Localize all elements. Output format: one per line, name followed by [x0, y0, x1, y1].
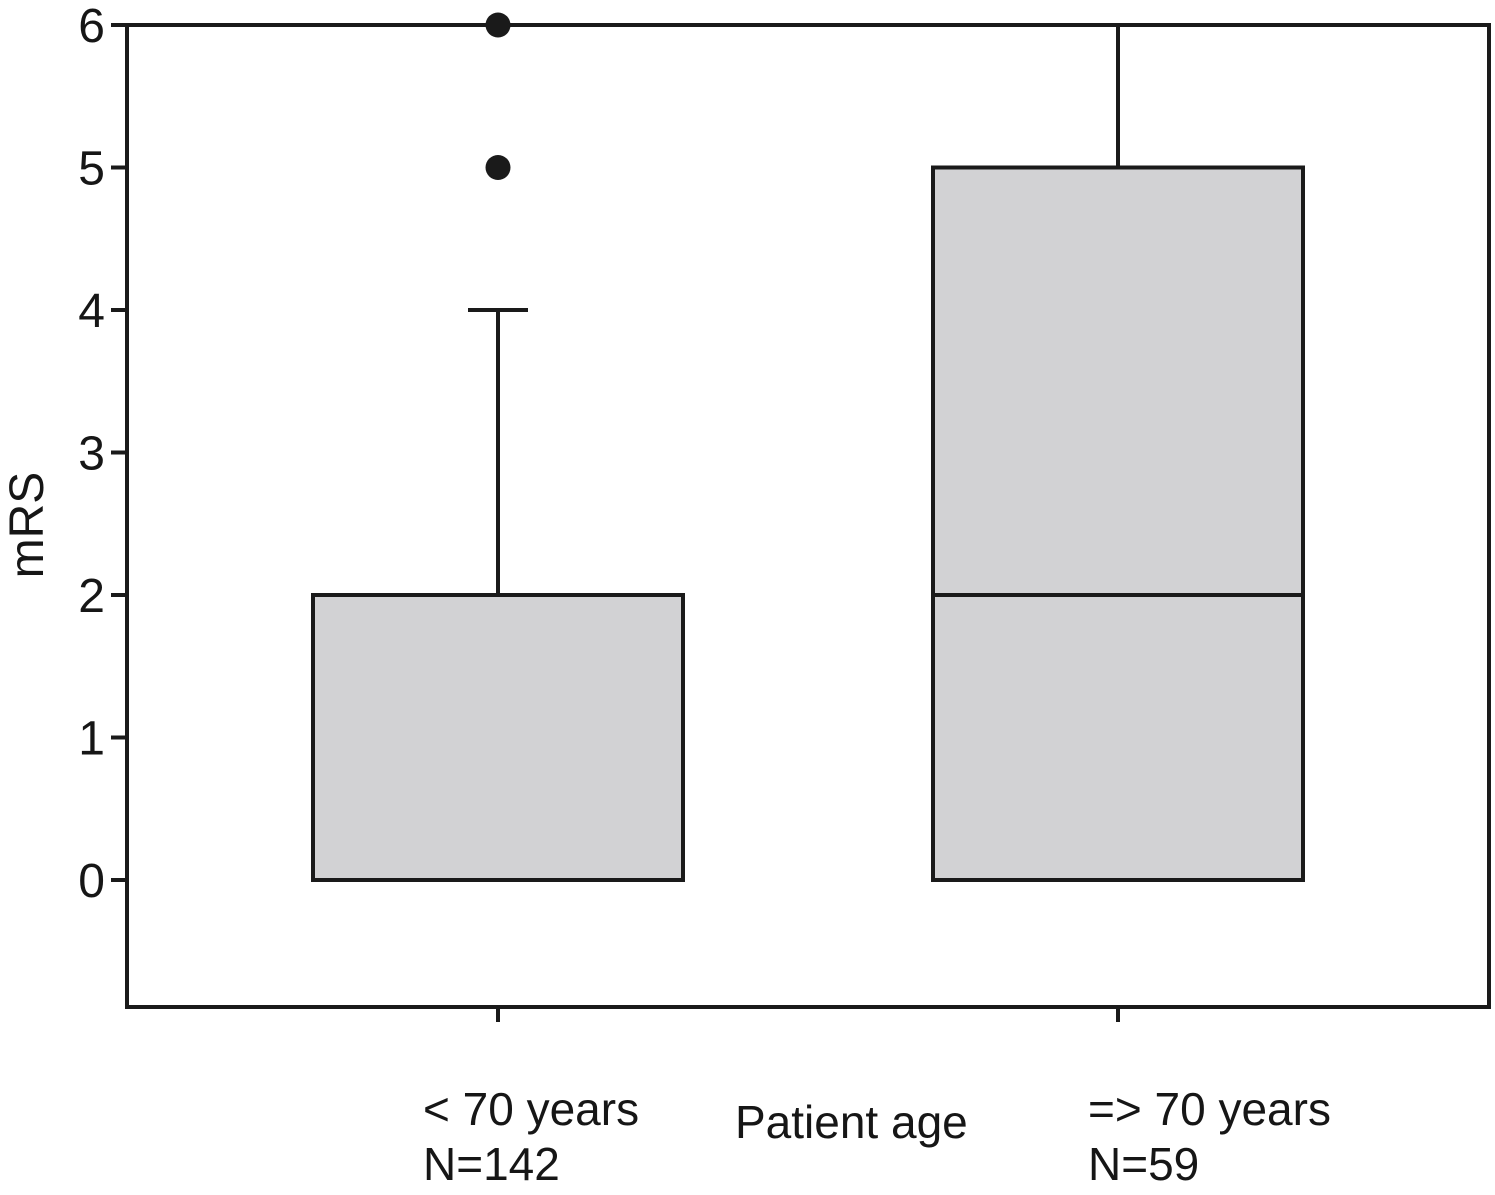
category-1-range-label: < 70 years — [423, 1083, 640, 1135]
plot-frame — [125, 23, 1491, 1009]
y-tick-label: 2 — [78, 570, 105, 623]
outlier-dot — [485, 155, 511, 180]
y-axis-title: mRS — [1, 471, 54, 579]
y-tick-label: 6 — [78, 0, 105, 53]
outlier-dot — [485, 12, 511, 38]
y-tick-label: 0 — [78, 855, 105, 908]
category-2-range-label: => 70 years — [1088, 1083, 1331, 1135]
y-tick-label: 3 — [78, 427, 105, 480]
category-1-n-label: N=142 — [423, 1138, 560, 1190]
y-tick-label: 5 — [78, 142, 105, 195]
category-2-n-label: N=59 — [1088, 1138, 1200, 1190]
y-tick-label: 4 — [78, 285, 105, 338]
y-tick-label: 1 — [78, 712, 105, 765]
category-label-group-2: => 70 years N=59 — [1088, 1082, 1331, 1192]
x-axis-title: Patient age — [735, 1096, 968, 1148]
box — [311, 593, 685, 882]
category-label-group-1: < 70 years N=142 — [423, 1082, 639, 1192]
box — [931, 165, 1305, 882]
